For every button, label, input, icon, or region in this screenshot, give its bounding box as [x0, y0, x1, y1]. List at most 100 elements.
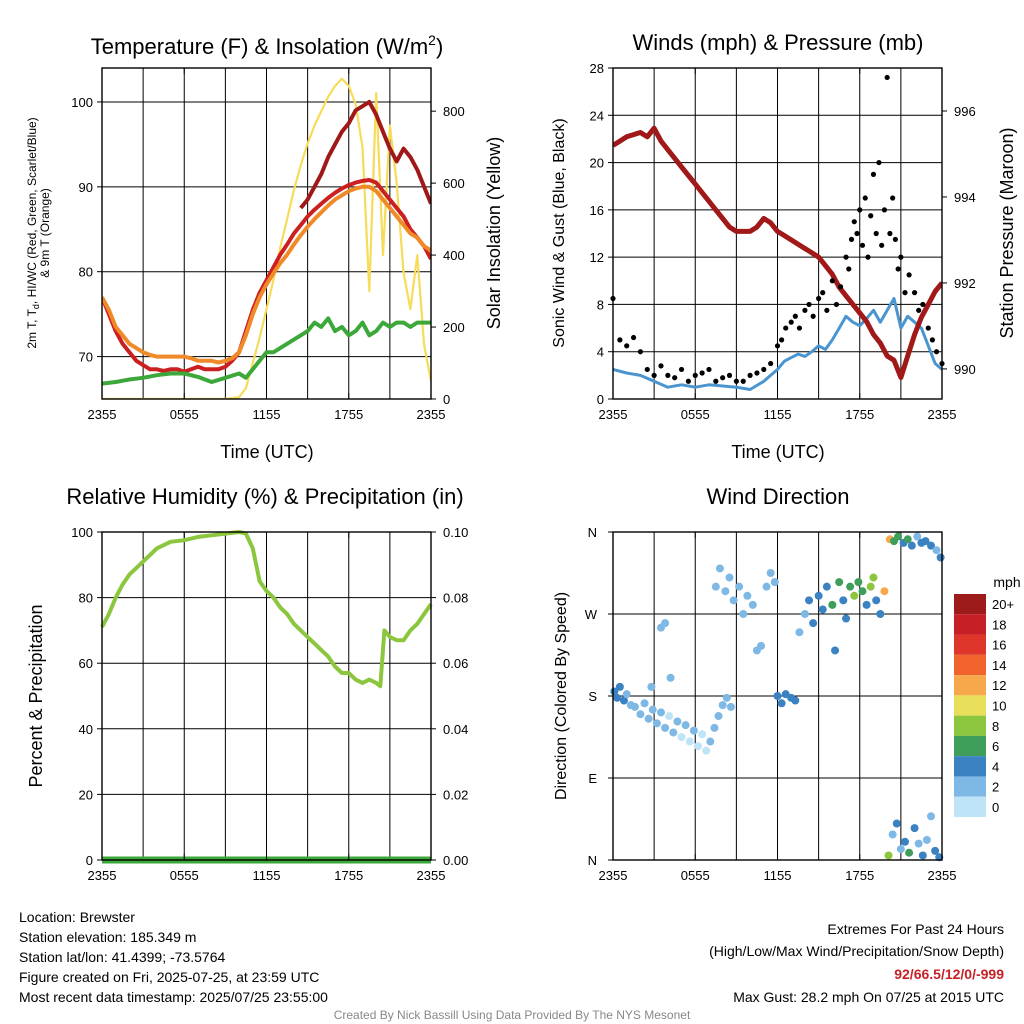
direction-point — [809, 619, 818, 628]
x-tick-label: 1155 — [764, 407, 792, 422]
direction-point — [892, 819, 901, 828]
direction-point — [743, 591, 752, 600]
extremes-legend: (High/Low/Max Wind/Precipitation/Snow De… — [709, 943, 1004, 959]
x-tick-label: 2355 — [599, 868, 628, 883]
colorbar-label: 2 — [992, 780, 999, 795]
direction-point — [905, 848, 914, 857]
direction-point — [888, 830, 897, 839]
colorbar-swatch — [954, 675, 986, 696]
gust-point — [876, 159, 882, 166]
gust-point — [779, 337, 785, 343]
x-tick-label: 1155 — [253, 868, 281, 883]
panel1-ylabel: 2m T, Td, HI/WC (Red, Green, Scarlet/Blu… — [25, 117, 52, 348]
y-tick-label: 12 — [590, 250, 604, 265]
colorbar-label: 16 — [992, 638, 1006, 653]
direction-point — [698, 730, 707, 739]
panel2-ylabel: Sonic Wind & Gust (Blue, Black) — [551, 118, 568, 347]
direction-point — [762, 582, 771, 591]
colorbar-swatch — [954, 735, 986, 757]
colorbar-swatch — [954, 756, 986, 777]
gust-point — [881, 207, 888, 213]
colorbar-label: 14 — [992, 658, 1006, 673]
panel-winds: Winds (mph) & Pressure (mb) 2355 0555 1155… — [551, 30, 1017, 462]
colorbar-label: 12 — [992, 678, 1006, 693]
panel2-title: Winds (mph) & Pressure (mb) — [633, 30, 924, 55]
gust-point — [873, 230, 879, 237]
footer-right: Extremes For Past 24 Hours (High/Low/Max… — [709, 921, 1004, 1005]
direction-point — [866, 582, 875, 591]
x-tick-label: 0555 — [170, 868, 199, 883]
x-tick-label: 0555 — [681, 868, 710, 883]
gust-point — [906, 272, 912, 278]
gust-point — [837, 284, 844, 290]
gust-point — [761, 366, 767, 373]
y-tick-label: 100 — [71, 95, 93, 110]
x-tick-label: 2355 — [417, 407, 446, 422]
gust-point — [754, 370, 760, 376]
series-line-rh — [100, 530, 433, 689]
direction-point — [818, 605, 827, 614]
direction-point — [715, 564, 724, 573]
y-tick-label: N — [588, 853, 597, 868]
direction-point — [693, 742, 702, 751]
gust-point — [879, 242, 885, 248]
series-line-wind — [613, 297, 942, 391]
series-line-pressure — [613, 125, 942, 380]
direction-point — [932, 546, 941, 555]
x-tick-label: 2355 — [88, 407, 117, 422]
direction-point — [876, 610, 885, 618]
gust-point — [644, 366, 650, 373]
gust-point — [902, 290, 908, 296]
gust-point — [824, 307, 830, 313]
colorbar-swatch — [954, 654, 986, 676]
gust-point — [848, 236, 855, 243]
direction-point — [721, 587, 730, 596]
footer-left: Location: Brewster Station elevation: 18… — [19, 909, 328, 1005]
y2-tick-label: 200 — [443, 320, 465, 335]
gust-point — [768, 360, 774, 367]
panel4-ylabel: Direction (Colored By Speed) — [553, 592, 570, 800]
y-tick-label: W — [585, 607, 598, 622]
svg-text:2m T, Td, HI/WC (Red, Green, S: 2m T, Td, HI/WC (Red, Green, Scarlet/Blu… — [25, 117, 41, 348]
gust-point — [892, 236, 898, 243]
colorbar-title: mph — [993, 574, 1020, 590]
panel1-y2label: Solar Insolation (Yellow) — [484, 137, 504, 329]
gust-point — [854, 230, 860, 237]
svg-text:& 9m T (Orange): & 9m T (Orange) — [38, 188, 52, 278]
gust-point — [846, 266, 852, 272]
colorbar-swatch — [954, 796, 986, 817]
gust-point — [884, 74, 890, 81]
direction-point — [907, 541, 916, 550]
direction-point — [648, 705, 657, 714]
gust-point — [783, 325, 789, 331]
gust-point — [637, 349, 644, 355]
gust-point — [665, 372, 671, 378]
direction-point — [936, 553, 945, 562]
y2-tick-label: 990 — [954, 362, 976, 377]
y-tick-label: 60 — [79, 656, 93, 671]
direction-point — [640, 699, 649, 708]
gust-point — [796, 325, 803, 331]
footer-elevation: Station elevation: 185.349 m — [19, 929, 196, 945]
gust-point — [617, 337, 623, 343]
direction-point — [896, 845, 905, 854]
y2-tick-label: 992 — [954, 276, 976, 291]
direction-point — [757, 641, 766, 650]
direction-point — [722, 693, 731, 702]
gust-point — [747, 372, 753, 378]
colorbar-label: 18 — [992, 617, 1006, 632]
y2-tick-label: 0 — [443, 392, 450, 407]
series-line-hi — [299, 99, 431, 210]
panel2-ticks: 2355 0555 1155 1755 235504812162024289909929… — [590, 61, 976, 422]
x-tick-label: 1755 — [334, 868, 363, 883]
footer-location: Location: Brewster — [19, 909, 135, 925]
panel1-series — [102, 77, 431, 399]
gust-point — [692, 372, 698, 378]
direction-point — [619, 696, 628, 705]
direction-point — [831, 646, 840, 655]
direction-point — [835, 578, 844, 587]
max-gust: Max Gust: 28.2 mph On 07/25 at 2015 UTC — [733, 989, 1004, 1005]
y2-tick-label: 0.00 — [443, 853, 468, 868]
gust-point — [802, 307, 808, 313]
